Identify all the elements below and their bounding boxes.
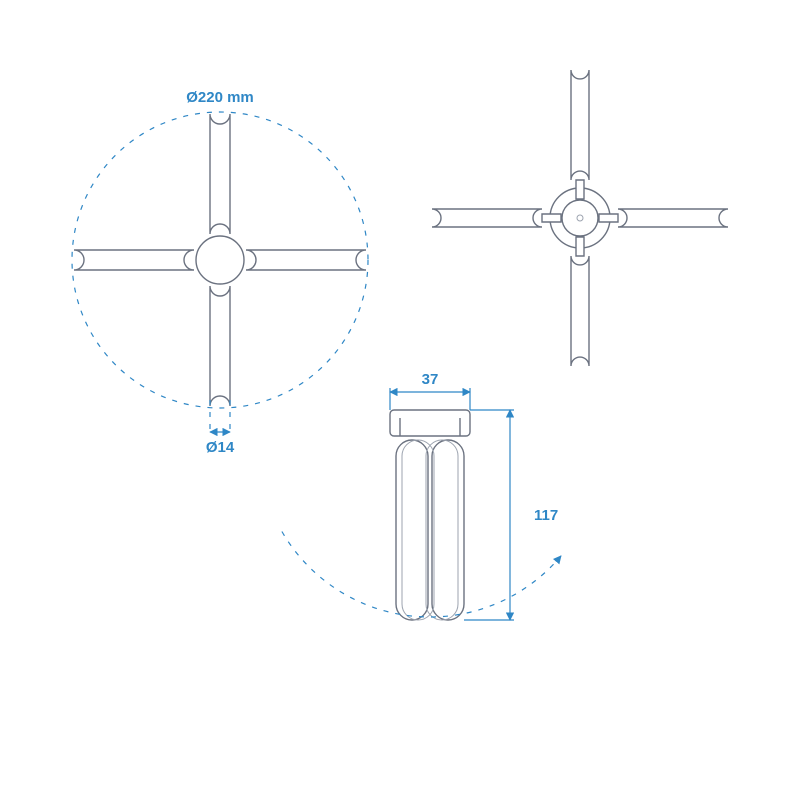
hub-inner: [562, 200, 598, 236]
hinge-connector-1: [576, 237, 584, 256]
fig-underside-view: [432, 70, 728, 366]
arm-0: [246, 250, 366, 270]
arm-2: [74, 250, 194, 270]
arm-1: [210, 286, 230, 406]
folded-leg-right: [432, 440, 464, 620]
label-overall-diameter: Ø220 mm: [186, 89, 254, 106]
fig-top-view: Ø220 mm Ø14: [72, 89, 368, 456]
label-folded-height: 117: [534, 507, 558, 524]
arm-under-1: [571, 256, 589, 366]
folded-leg-left: [396, 440, 428, 620]
arm-3: [210, 114, 230, 234]
arm-under-0: [618, 209, 728, 227]
hub-outline: [196, 236, 244, 284]
label-folded-width: 37: [422, 371, 439, 388]
fig-folded-side: 37 117: [282, 371, 561, 620]
hinge-connector-3: [576, 180, 584, 199]
arm-under-3: [571, 70, 589, 180]
arm-under-2: [432, 209, 542, 227]
hinge-connector-2: [542, 214, 561, 222]
label-arm-diameter: Ø14: [206, 439, 235, 456]
hinge-connector-0: [599, 214, 618, 222]
folded-cap: [390, 410, 470, 436]
